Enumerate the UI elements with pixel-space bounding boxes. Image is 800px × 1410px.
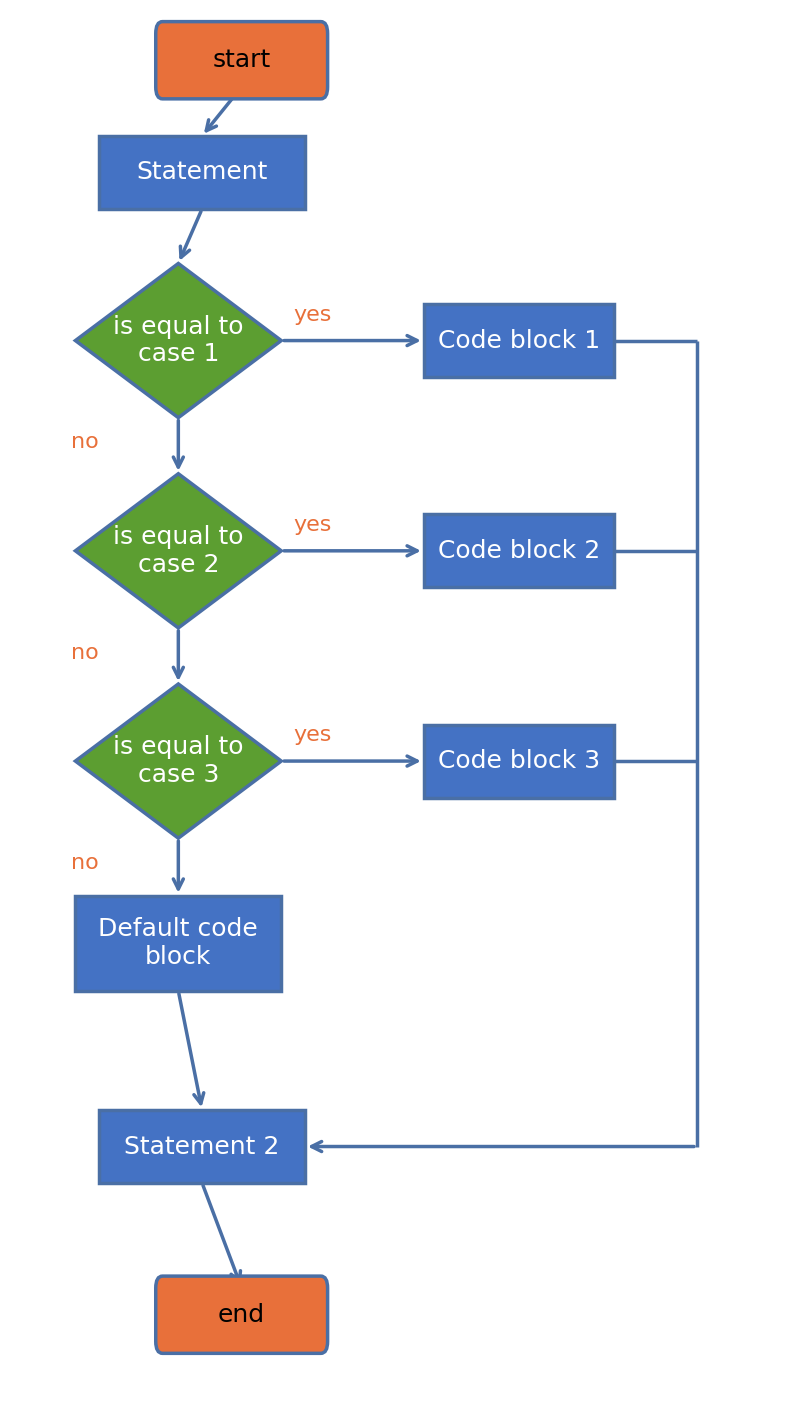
Text: Default code
block: Default code block <box>98 918 258 969</box>
Text: no: no <box>71 643 99 663</box>
Polygon shape <box>75 264 282 417</box>
Text: start: start <box>213 48 270 72</box>
Text: Statement: Statement <box>136 161 268 185</box>
FancyBboxPatch shape <box>156 1276 328 1354</box>
FancyBboxPatch shape <box>156 21 328 99</box>
FancyBboxPatch shape <box>424 305 614 376</box>
Text: end: end <box>218 1303 266 1327</box>
Text: Statement 2: Statement 2 <box>124 1135 280 1159</box>
Text: Code block 1: Code block 1 <box>438 329 600 352</box>
FancyBboxPatch shape <box>424 515 614 587</box>
Text: is equal to
case 3: is equal to case 3 <box>113 735 243 787</box>
Text: Code block 2: Code block 2 <box>438 539 600 563</box>
FancyBboxPatch shape <box>99 135 305 209</box>
FancyBboxPatch shape <box>99 1110 305 1183</box>
Polygon shape <box>75 684 282 838</box>
Text: yes: yes <box>293 515 331 536</box>
Text: no: no <box>71 853 99 873</box>
Text: is equal to
case 2: is equal to case 2 <box>113 525 243 577</box>
Text: yes: yes <box>293 305 331 324</box>
FancyBboxPatch shape <box>424 725 614 798</box>
Text: yes: yes <box>293 725 331 746</box>
Text: no: no <box>71 433 99 453</box>
Text: Code block 3: Code block 3 <box>438 749 600 773</box>
FancyBboxPatch shape <box>75 895 282 991</box>
Text: is equal to
case 1: is equal to case 1 <box>113 314 243 367</box>
Polygon shape <box>75 474 282 627</box>
